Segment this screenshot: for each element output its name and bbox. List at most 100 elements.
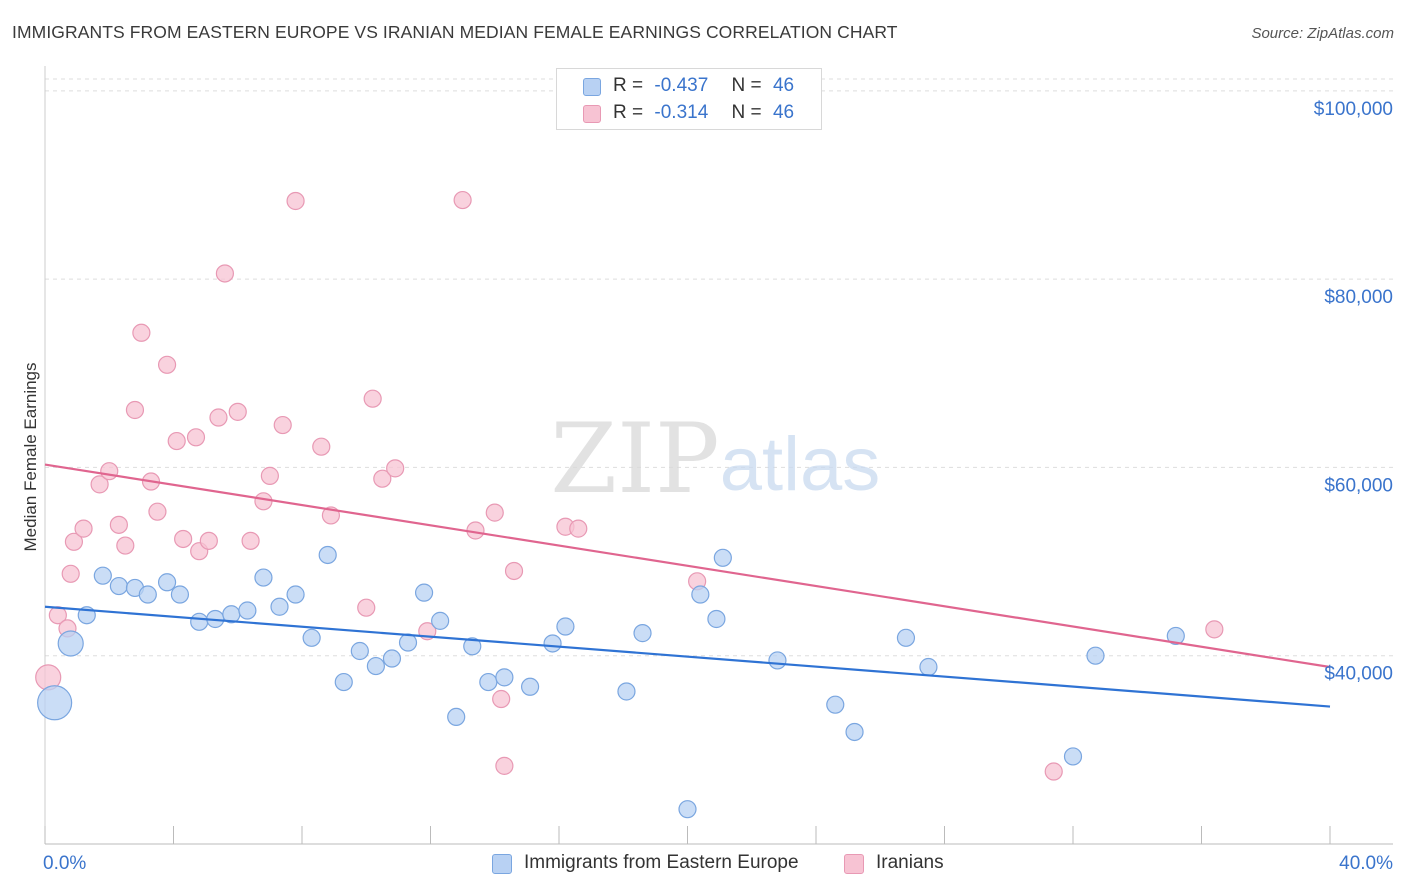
x-tick-label-max: 40.0% xyxy=(1339,853,1393,874)
eastern-europe-point xyxy=(302,628,321,647)
eastern-europe-point xyxy=(238,601,257,620)
iranians-point xyxy=(1044,762,1063,781)
eastern-europe-points xyxy=(37,545,1185,819)
iranians-point xyxy=(61,564,80,583)
n-value: 46 xyxy=(772,102,795,123)
iranians-point xyxy=(199,531,218,550)
iranians-point xyxy=(74,519,93,538)
eastern-europe-point xyxy=(678,800,697,819)
eastern-europe-point xyxy=(447,707,466,727)
watermark-atlas: atlas xyxy=(720,422,881,507)
eastern-europe-point xyxy=(109,576,128,596)
n-label: N = xyxy=(731,75,762,96)
legend-label: Iranians xyxy=(876,852,944,873)
blue-swatch xyxy=(492,854,512,874)
iranians-point xyxy=(492,689,511,709)
y-axis-label: Median Female Earnings xyxy=(21,363,40,552)
eastern-europe-point xyxy=(318,545,337,565)
iranians-point xyxy=(453,190,472,210)
iranians-points xyxy=(35,190,1224,781)
iranians-point xyxy=(125,400,145,420)
watermark-zip: ZIP xyxy=(550,403,719,515)
eastern-europe-point xyxy=(1063,747,1083,766)
iranians-point xyxy=(312,437,331,456)
iranians-point xyxy=(373,469,392,488)
axis-labels: $40,000 $60,000 $80,000 $100,000 0.0% 40.0% xyxy=(43,99,1393,874)
iranians-point xyxy=(569,519,588,538)
chart-title: IMMIGRANTS FROM EASTERN EUROPE VS IRANIA… xyxy=(12,22,898,42)
eastern-europe-point xyxy=(157,573,177,592)
eastern-europe-trendline xyxy=(44,605,1331,708)
pink-swatch xyxy=(583,105,601,123)
eastern-europe-point xyxy=(479,672,498,692)
iranians-point xyxy=(215,264,234,283)
eastern-europe-point xyxy=(334,672,353,692)
eastern-europe-point xyxy=(286,585,305,604)
eastern-europe-point xyxy=(845,722,864,742)
eastern-europe-point xyxy=(93,566,112,585)
eastern-europe-point xyxy=(414,583,434,602)
y-tick-label: $100,000 xyxy=(1314,99,1393,120)
eastern-europe-point xyxy=(37,685,73,721)
iranians-point xyxy=(116,536,135,555)
eastern-europe-point xyxy=(707,609,726,629)
eastern-europe-point xyxy=(896,628,916,647)
eastern-europe-point xyxy=(556,617,575,636)
eastern-europe-point xyxy=(138,585,157,604)
eastern-europe-point xyxy=(691,585,710,604)
r-value: -0.437 xyxy=(654,75,709,96)
iranians-point xyxy=(260,466,279,485)
eastern-europe-point xyxy=(1086,646,1105,665)
iranians-point xyxy=(228,402,247,421)
eastern-europe-point xyxy=(254,568,273,587)
iranians-point xyxy=(495,756,514,775)
pink-swatch xyxy=(844,854,864,874)
eastern-europe-point xyxy=(768,651,787,670)
iranians-point xyxy=(273,415,292,435)
eastern-europe-point xyxy=(366,656,385,676)
eastern-europe-point xyxy=(382,649,402,668)
trend-lines xyxy=(44,463,1331,708)
iranians-point xyxy=(174,529,193,549)
r-label: R = xyxy=(613,102,644,123)
iranians-point xyxy=(1205,620,1224,639)
eastern-europe-point xyxy=(170,585,190,604)
grid-lines xyxy=(45,78,1393,657)
iranians-point xyxy=(357,598,376,617)
iranians-point xyxy=(254,492,273,511)
iranians-point xyxy=(386,459,405,478)
iranians-point xyxy=(167,431,186,451)
eastern-europe-point xyxy=(431,611,450,630)
iranians-point xyxy=(100,462,119,481)
eastern-europe-point xyxy=(826,695,845,714)
iranians-trendline xyxy=(44,463,1331,669)
iranians-point xyxy=(485,503,504,522)
iranians-point xyxy=(64,532,84,551)
eastern-europe-point xyxy=(57,630,84,657)
iranians-point xyxy=(209,408,228,427)
eastern-europe-point xyxy=(520,677,540,696)
eastern-europe-point xyxy=(713,548,732,567)
iranians-point xyxy=(241,531,260,550)
n-label: N = xyxy=(731,102,762,123)
eastern-europe-point xyxy=(919,657,938,677)
source-note: Source: ZipAtlas.com xyxy=(1251,25,1394,42)
iranians-point xyxy=(148,502,167,521)
iranians-point xyxy=(157,355,177,374)
eastern-europe-point xyxy=(495,668,514,687)
r-value: -0.314 xyxy=(654,102,709,123)
y-tick-label: $60,000 xyxy=(1324,475,1393,496)
eastern-europe-point xyxy=(617,682,636,701)
eastern-europe-point xyxy=(463,637,482,656)
iranians-point xyxy=(363,389,382,408)
eastern-europe-point xyxy=(270,597,289,616)
blue-swatch xyxy=(583,78,601,96)
eastern-europe-point xyxy=(398,633,418,652)
x-tick-label-min: 0.0% xyxy=(43,853,86,874)
iranians-point xyxy=(286,191,305,211)
eastern-europe-point xyxy=(633,624,652,643)
legend-label: Immigrants from Eastern Europe xyxy=(524,852,799,873)
y-tick-label: $80,000 xyxy=(1324,287,1393,308)
iranians-point xyxy=(186,428,206,447)
eastern-europe-point xyxy=(350,641,369,661)
